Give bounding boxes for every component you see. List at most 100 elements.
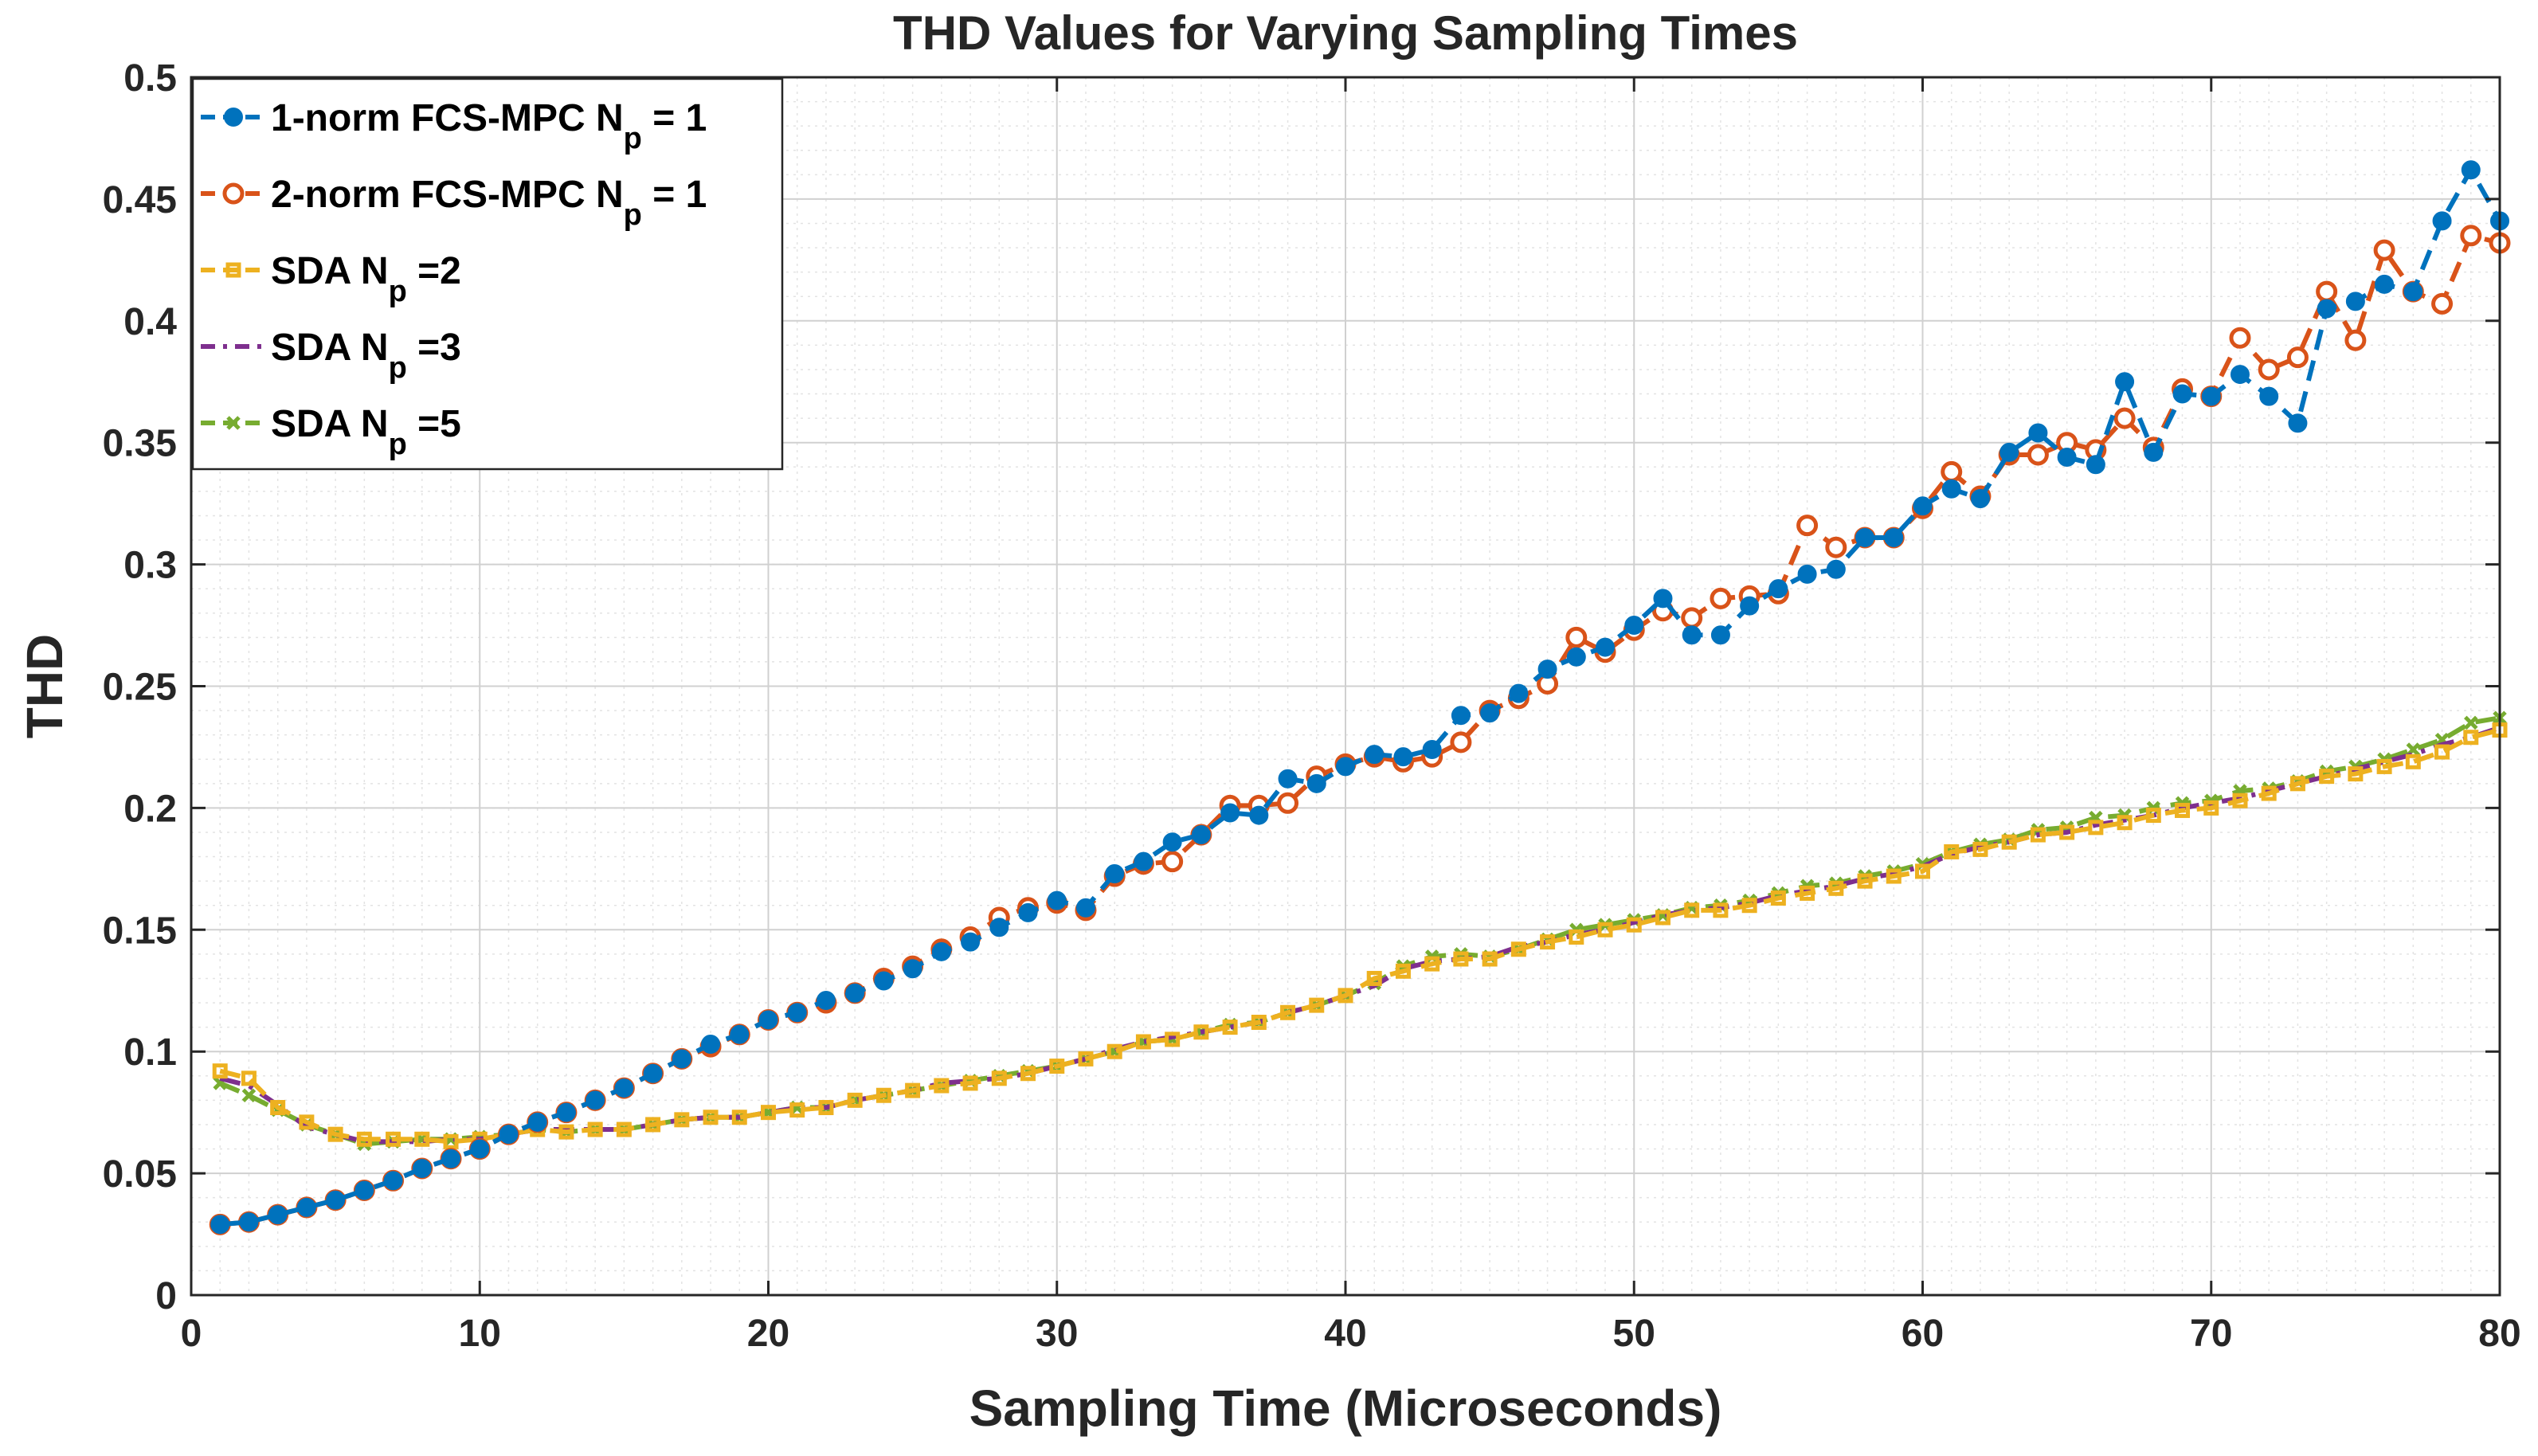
data-point: [2319, 769, 2335, 785]
y-axis-label: THD: [16, 634, 73, 739]
data-point: [1770, 890, 1786, 906]
data-point: [1251, 1015, 1267, 1031]
data-point: [1309, 997, 1325, 1013]
data-point: [1797, 564, 1817, 584]
data-point: [1510, 941, 1526, 957]
data-point: [527, 1112, 547, 1132]
data-point: [412, 1158, 432, 1178]
data-point: [1941, 460, 1963, 483]
data-point: [2232, 793, 2248, 808]
data-point: [1972, 841, 1988, 857]
legend-item: 1-norm FCS-MPC Np = 1: [201, 97, 707, 155]
x-tick-label: 50: [1613, 1313, 1655, 1355]
data-point: [2229, 327, 2251, 349]
data-point: [441, 1149, 461, 1168]
data-point: [789, 1102, 805, 1118]
data-point: [875, 1087, 891, 1103]
data-point: [847, 1092, 863, 1108]
data-point: [1165, 1031, 1181, 1047]
series-layer: [209, 160, 2511, 1235]
data-point: [672, 1049, 691, 1069]
data-point: [1565, 626, 1588, 648]
data-point: [1569, 929, 1584, 945]
y-tick-label: 0.15: [103, 910, 177, 952]
data-point: [1075, 898, 1095, 918]
data-point: [354, 1180, 374, 1200]
data-point: [1825, 536, 1847, 558]
data-point: [1278, 769, 1298, 789]
data-point: [1451, 706, 1471, 726]
legend-item: SDA Np =2: [201, 250, 461, 308]
data-point: [1828, 880, 1844, 896]
data-point: [2028, 423, 2048, 443]
x-tick-label: 40: [1324, 1313, 1366, 1355]
x-tick-label: 70: [2190, 1313, 2232, 1355]
data-point: [326, 1190, 346, 1210]
data-point: [2375, 274, 2395, 294]
data-point: [2175, 802, 2191, 818]
data-point: [1336, 757, 1355, 777]
x-tick-label: 60: [1902, 1313, 1944, 1355]
data-point: [1566, 647, 1586, 667]
data-point: [2432, 211, 2452, 231]
chart-title: THD Values for Varying Sampling Times: [893, 6, 1798, 60]
data-point: [616, 1121, 632, 1137]
data-point: [1741, 898, 1757, 914]
legend: 1-norm FCS-MPC Np = 1 2-norm FCS-MPC Np =…: [191, 77, 784, 471]
data-point: [1796, 515, 1819, 537]
data-point: [2201, 386, 2221, 406]
data-point: [1078, 1051, 1094, 1067]
legend-label: 1-norm FCS-MPC Np = 1: [271, 97, 707, 155]
data-point: [1135, 1034, 1151, 1050]
data-point: [1857, 873, 1873, 889]
data-point: [761, 1105, 776, 1121]
data-point: [2030, 827, 2046, 843]
data-point: [239, 1212, 259, 1232]
data-point: [1134, 851, 1153, 871]
data-point: [1684, 902, 1700, 918]
y-tick-label: 0.4: [123, 301, 177, 343]
data-point: [962, 1075, 978, 1091]
data-point: [296, 1197, 316, 1217]
data-point: [845, 983, 865, 1003]
x-tick-label: 10: [459, 1313, 501, 1355]
data-point: [587, 1121, 603, 1137]
data-point: [556, 1102, 576, 1122]
data-point: [703, 1110, 719, 1125]
data-point: [1306, 773, 1326, 793]
y-tick-label: 0: [155, 1275, 177, 1317]
y-tick-label: 0.3: [123, 545, 177, 587]
data-point: [1681, 607, 1703, 629]
data-point: [1222, 1020, 1238, 1035]
data-point: [210, 1215, 230, 1235]
data-point: [2434, 744, 2450, 760]
data-point: [2317, 299, 2336, 319]
data-point: [2115, 372, 2135, 392]
legend-label: SDA Np =2: [271, 250, 461, 308]
data-point: [586, 1090, 605, 1110]
x-tick-label: 80: [2478, 1313, 2520, 1355]
data-point: [470, 1139, 490, 1159]
data-point: [1365, 745, 1385, 765]
data-point: [2145, 808, 2161, 824]
data-point: [730, 1024, 750, 1044]
data-point: [2286, 346, 2309, 369]
data-point: [1277, 792, 1299, 814]
data-point: [1106, 1043, 1122, 1059]
y-tick-label: 0.1: [123, 1031, 177, 1074]
data-point: [299, 1114, 315, 1130]
data-point: [2259, 386, 2279, 406]
data-point: [1713, 902, 1729, 918]
data-point: [1220, 803, 1240, 823]
data-point: [787, 1003, 807, 1023]
data-point: [327, 1126, 343, 1142]
y-tick-label: 0.5: [123, 57, 177, 100]
data-point: [1710, 587, 1732, 609]
data-point: [818, 1100, 834, 1116]
data-point: [2463, 730, 2479, 746]
data-point: [1509, 683, 1529, 703]
legend-label: SDA Np =3: [271, 327, 461, 385]
data-point: [1280, 1004, 1296, 1020]
data-point: [1424, 956, 1440, 972]
